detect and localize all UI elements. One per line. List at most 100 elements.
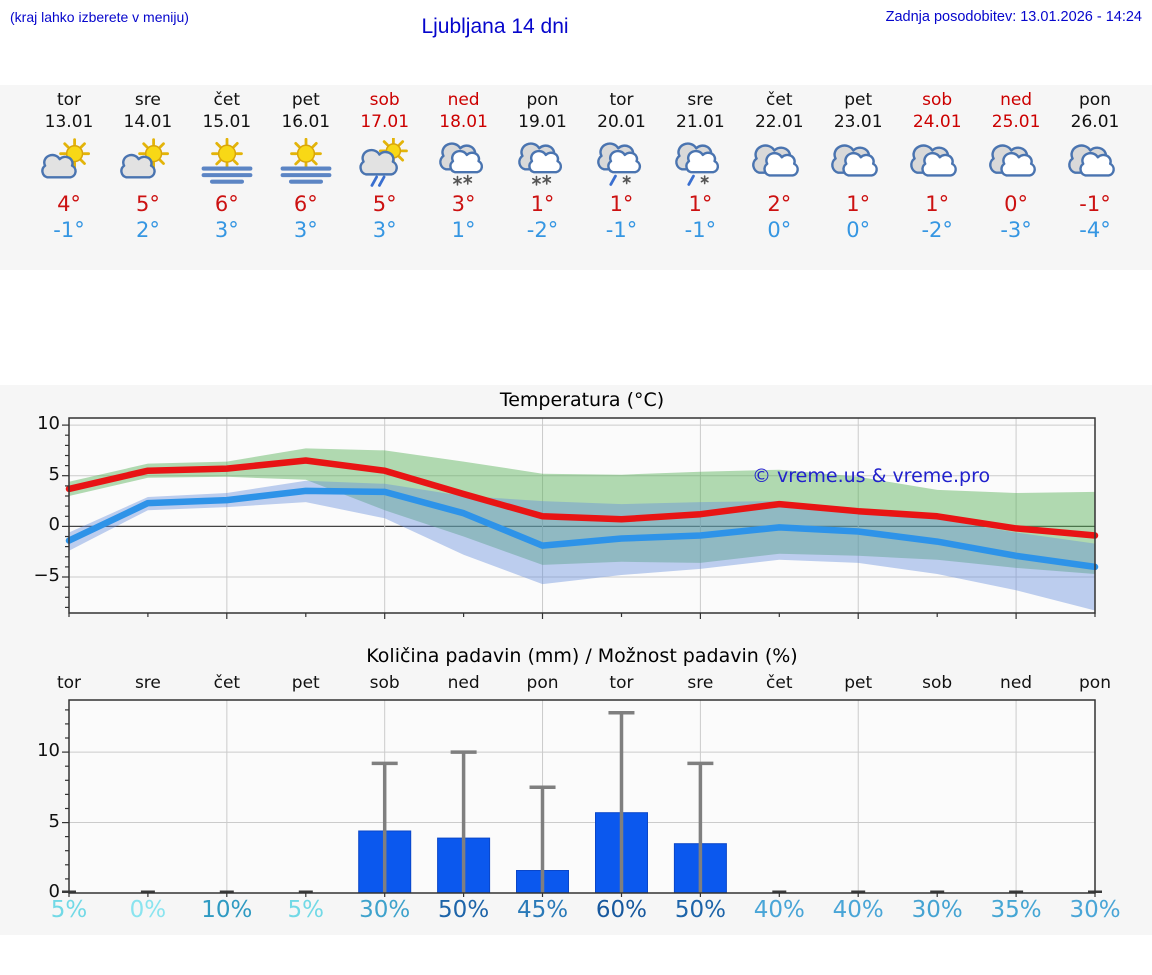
- precip-probability: 10%: [201, 897, 253, 923]
- precip-day-label: pon: [526, 673, 559, 693]
- precip-probability: 50%: [674, 897, 726, 923]
- low-temp: -2°: [526, 218, 559, 242]
- sun-cloud-rain-icon: [345, 136, 425, 188]
- high-temp: 6°: [293, 192, 318, 216]
- precip-probability: 30%: [359, 897, 411, 923]
- day-date: 13.01: [44, 112, 94, 132]
- forecast-day-21.01: sre 21.01 1° -1°: [660, 89, 740, 243]
- cloudy-icon: [897, 138, 977, 188]
- precip-bar-trace: [1009, 890, 1024, 893]
- precip-probability: 40%: [832, 897, 884, 923]
- precip-day-label: čet: [213, 673, 241, 693]
- precip-day-label: sre: [687, 673, 714, 693]
- cloud-snow-icon: [503, 138, 583, 188]
- min-temperature-range-band: [69, 480, 1095, 611]
- forecast-day-13.01: tor 13.01 4° -1°: [29, 89, 109, 243]
- day-date: 24.01: [912, 112, 962, 132]
- precip-probability: 50%: [438, 897, 490, 923]
- low-temp: 0°: [767, 218, 792, 242]
- precip-day-label: sre: [134, 673, 161, 693]
- precip-probability: 30%: [1069, 897, 1121, 923]
- temp-ytick-10: 10: [37, 413, 60, 435]
- high-temp: 0°: [1004, 192, 1029, 216]
- precip-day-label: pet: [291, 673, 320, 693]
- day-date: 21.01: [676, 112, 725, 132]
- low-temp: 3°: [214, 218, 239, 242]
- precipitation-chart-title: Količina padavin (mm) / Možnost padavin …: [366, 645, 798, 667]
- forecast-day-20.01: tor 20.01 1° -1°: [582, 89, 662, 243]
- day-date: 15.01: [202, 112, 252, 132]
- precip-bar-trace: [298, 890, 313, 893]
- day-name: ned: [447, 90, 480, 110]
- day-date: 23.01: [833, 112, 883, 132]
- day-name: pon: [1079, 90, 1111, 110]
- day-date: 16.01: [281, 112, 331, 132]
- cloud-snow-icon: [424, 138, 504, 188]
- cloud-sleet-icon: [660, 138, 740, 188]
- precip-day-label: pon: [1079, 673, 1111, 693]
- sun-fog-icon: [266, 137, 346, 188]
- precip-day-label: sob: [369, 673, 400, 693]
- cloudy-icon: [976, 138, 1056, 188]
- temp-ytick--5: −5: [33, 565, 60, 587]
- forecast-day-15.01: čet 15.01 6° 3°: [187, 89, 267, 243]
- precip-ytick-10: 10: [37, 740, 60, 762]
- forecast-day-26.01: pon 26.01 -1° -4°: [1055, 89, 1135, 243]
- high-temp: 2°: [767, 192, 792, 216]
- forecast-day-14.01: sre 14.01 5° 2°: [108, 89, 188, 243]
- precip-bar-trace: [772, 890, 787, 893]
- low-temp: 2°: [135, 218, 160, 242]
- day-name: pet: [844, 90, 873, 110]
- cloudy-icon: [1055, 138, 1135, 188]
- max-temperature-line: [65, 457, 1099, 539]
- high-temp: 5°: [135, 192, 160, 216]
- precip-day-label: ned: [1000, 673, 1033, 693]
- forecast-day-24.01: sob 24.01 1° -2°: [897, 89, 977, 243]
- precip-day-label: ned: [447, 673, 480, 693]
- forecast-day-22.01: čet 22.01 2° 0°: [739, 89, 819, 243]
- day-date: 22.01: [754, 112, 804, 132]
- partly-cloudy-icon: [29, 138, 109, 188]
- forecast-day-25.01: ned 25.01 0° -3°: [976, 89, 1056, 243]
- day-name: sre: [687, 90, 714, 110]
- day-name: sre: [134, 90, 161, 110]
- precip-day-label: tor: [609, 673, 634, 693]
- forecast-day-23.01: pet 23.01 1° 0°: [818, 89, 898, 243]
- precip-probability: 40%: [753, 897, 805, 923]
- precip-bar-trace: [219, 890, 234, 893]
- low-temp: -1°: [53, 218, 85, 242]
- day-name: čet: [766, 90, 793, 110]
- high-temp: 1°: [609, 192, 634, 216]
- watermark-link[interactable]: © vreme.us & vreme.pro: [752, 465, 991, 487]
- high-temp: 4°: [57, 192, 81, 216]
- charts-figure: Temperatura (°C) Količina padavin (mm) /…: [0, 385, 1152, 935]
- temp-ytick-5: 5: [48, 463, 60, 485]
- high-temp: 1°: [846, 192, 871, 216]
- high-temp: 3°: [451, 192, 476, 216]
- forecast-day-19.01: pon 19.01 1° -2°: [503, 89, 583, 243]
- day-date: 14.01: [123, 112, 173, 132]
- cloudy-icon: [818, 138, 898, 188]
- location-menu-hint: (kraj lahko izberete v meniju): [10, 9, 189, 25]
- forecast-strip: tor 13.01 4° -1° sre 14.01 5° 2° čet 15.01 6° 3° pet…: [0, 85, 1152, 270]
- low-temp: 3°: [372, 218, 397, 242]
- low-temp: 1°: [451, 218, 476, 242]
- precipitation-plot-frame: [68, 699, 1096, 894]
- high-temp: -1°: [1079, 192, 1111, 216]
- max-temperature-range-band: [69, 448, 1095, 574]
- precip-ytick-5: 5: [48, 810, 60, 832]
- high-temp: 6°: [214, 192, 239, 216]
- precip-day-label: tor: [56, 673, 82, 693]
- precip-probability: 45%: [516, 897, 569, 923]
- day-name: čet: [213, 90, 241, 110]
- low-temp: -2°: [921, 218, 953, 242]
- charts-canvas: [62, 417, 1102, 897]
- day-date: 20.01: [597, 112, 646, 132]
- temperature-plot-frame: [68, 417, 1096, 614]
- high-temp: 1°: [925, 192, 950, 216]
- precip-probability: 0%: [129, 897, 167, 923]
- forecast-day-17.01: sob 17.01 5° 3°: [345, 89, 425, 243]
- day-date: 17.01: [360, 112, 410, 132]
- temperature-chart-title: Temperatura (°C): [499, 389, 665, 411]
